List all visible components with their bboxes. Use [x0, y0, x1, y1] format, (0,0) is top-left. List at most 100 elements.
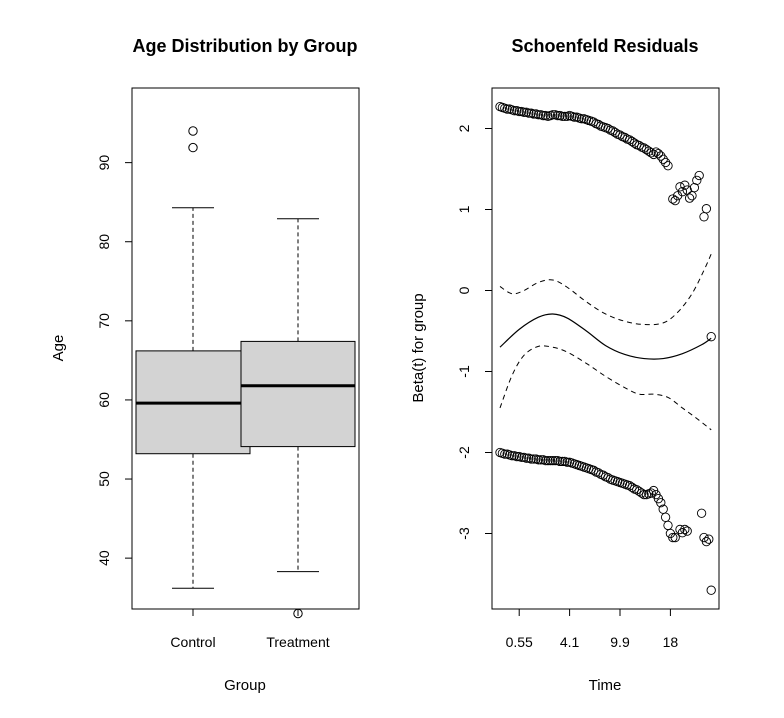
y-tick-label: -2	[456, 446, 472, 459]
residual-point-upper	[560, 111, 570, 122]
residual-point-upper	[519, 107, 529, 117]
y-tick-label: 1	[456, 205, 472, 213]
residual-point-lower	[540, 455, 551, 466]
residual-point-upper	[533, 110, 544, 120]
boxplot-x-label: Group	[224, 677, 266, 694]
residual-point-upper	[641, 144, 652, 155]
residual-point-upper	[677, 187, 688, 197]
residual-point-upper	[624, 135, 635, 145]
residual-point-upper	[687, 191, 697, 201]
residual-point-upper	[588, 117, 599, 127]
boxplot-y-label: Age	[50, 335, 67, 362]
residual-point	[706, 332, 716, 342]
residuals-frame	[491, 87, 720, 610]
y-tick-label: -3	[456, 527, 472, 540]
residual-point-lower	[516, 452, 527, 463]
x-tick-label: 0.55	[506, 634, 533, 650]
boxplot-x-axis: Control Treatment	[170, 609, 330, 650]
y-tick-label: -1	[456, 365, 472, 378]
residual-point-lower	[668, 532, 678, 543]
boxplot-title: Age Distribution by Group	[133, 36, 358, 56]
residual-point-lower	[701, 536, 712, 547]
residual-point-lower	[557, 456, 568, 467]
ci-lower-line	[499, 345, 712, 431]
residual-point-lower	[696, 508, 707, 518]
residual-point-lower	[632, 485, 642, 495]
residual-point-upper	[608, 126, 618, 136]
residual-point-upper	[538, 110, 548, 121]
residual-point-lower	[526, 454, 536, 464]
y-tick-label: 60	[96, 392, 112, 408]
residual-point-lower	[500, 449, 510, 459]
residual-point-lower	[636, 488, 647, 498]
y-tick-label: 80	[96, 234, 112, 250]
residual-point-lower	[521, 453, 532, 463]
residual-point-upper	[603, 123, 613, 134]
residual-point-lower	[660, 512, 671, 522]
residual-point-lower	[548, 455, 558, 466]
x-tick-label-control: Control	[170, 634, 215, 650]
residual-point-lower	[536, 455, 546, 465]
residual-point-upper	[552, 110, 563, 121]
residual-point-lower	[543, 455, 553, 466]
residual-point-lower	[656, 498, 666, 508]
residual-point-lower	[677, 528, 688, 538]
residual-point-upper	[660, 157, 671, 168]
x-tick-label: 18	[663, 634, 679, 650]
residual-point-upper	[689, 182, 700, 193]
y-tick-label: 0	[456, 286, 472, 294]
residual-point-upper	[653, 148, 664, 159]
residual-point-upper	[694, 170, 704, 181]
y-tick-label: 2	[456, 124, 472, 132]
y-tick-label: 90	[96, 155, 112, 171]
residual-point-lower	[588, 465, 599, 475]
residual-point-upper	[557, 111, 568, 122]
residual-point-upper	[502, 104, 512, 114]
residual-point-upper	[576, 114, 587, 124]
residual-point-upper	[569, 112, 580, 122]
residual-point-upper	[627, 136, 637, 147]
residual-point-upper	[658, 154, 668, 164]
x-tick-label-treatment: Treatment	[266, 634, 329, 650]
residuals-fit-lines	[499, 253, 712, 431]
boxplot-boxes	[135, 126, 356, 619]
residual-point-upper	[610, 127, 620, 138]
fit-line	[499, 313, 712, 360]
residual-point-upper	[699, 212, 709, 222]
residual-point-lower	[528, 454, 539, 464]
residual-point-upper	[663, 161, 673, 171]
residual-point-lower	[680, 524, 690, 535]
residual-point-lower	[704, 534, 714, 544]
boxplot-y-axis: 40 50 60 70 80 90	[96, 155, 133, 566]
residual-point-lower	[627, 482, 637, 492]
residual-point-upper	[648, 149, 659, 160]
residual-point-lower	[706, 585, 716, 595]
residual-point-upper	[670, 195, 680, 206]
residuals-title: Schoenfeld Residuals	[511, 36, 698, 56]
residual-point-upper	[528, 109, 539, 119]
outlier-point	[188, 126, 198, 136]
residual-point-upper	[644, 146, 654, 156]
residual-point-upper	[656, 151, 666, 161]
residual-point-lower	[624, 481, 635, 491]
residual-point-lower	[646, 488, 656, 498]
residual-point-upper	[524, 108, 534, 118]
residual-point-lower	[555, 456, 565, 467]
residual-point-upper	[514, 106, 524, 117]
residual-point-lower	[545, 455, 556, 466]
residual-point-upper	[680, 180, 690, 190]
residual-point-upper	[620, 132, 630, 143]
residual-point-upper	[615, 130, 625, 140]
residual-point-upper	[692, 175, 702, 185]
residual-point-lower	[562, 457, 572, 467]
residual-point-upper	[668, 194, 678, 204]
boxplot-panel: Age Distribution by Group 40 50 60 70 80 90 C…	[50, 36, 360, 694]
residual-point-lower	[682, 526, 692, 536]
y-tick-label: 70	[96, 313, 112, 329]
y-tick-label: 40	[96, 550, 112, 566]
y-tick-label: 50	[96, 471, 112, 487]
residual-point-upper	[646, 148, 656, 158]
residual-point-upper	[548, 110, 558, 120]
residual-point-upper	[509, 106, 520, 116]
